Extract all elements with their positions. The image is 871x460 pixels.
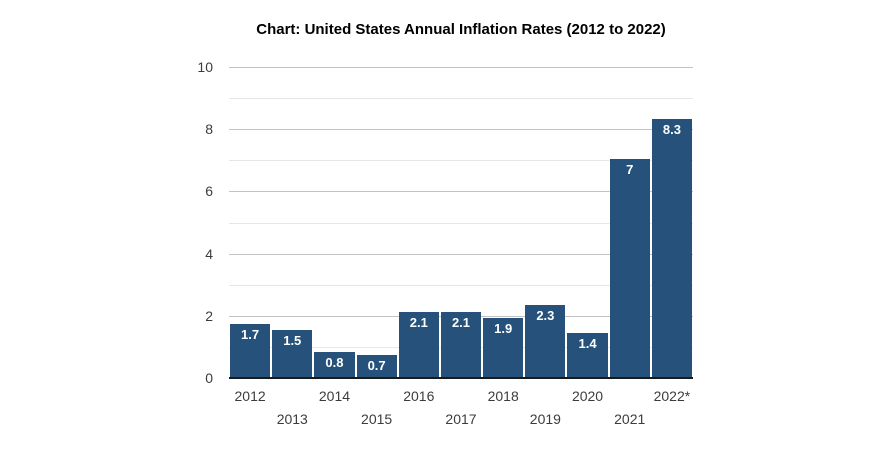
- x-tick-label-2015: 2015: [361, 411, 393, 427]
- bar-value-label-2019: 2.3: [536, 308, 555, 324]
- y-tick-label-0: 0: [205, 370, 213, 386]
- bar-2018: 1.9: [483, 317, 524, 377]
- minor-gridline-5: [229, 222, 693, 224]
- y-tick-label-6: 6: [205, 183, 213, 200]
- bar-value-label-2013: 1.5: [283, 333, 302, 349]
- bar-2013: 1.5: [272, 330, 313, 377]
- bar-value-label-2015: 0.7: [367, 358, 386, 374]
- major-gridline-10: [229, 67, 693, 68]
- x-tick-label-2021: 2021: [614, 411, 646, 427]
- major-gridline-8: [229, 129, 693, 131]
- x-tick-label-2022*: 2022*: [653, 388, 691, 404]
- x-axis-line: [229, 377, 693, 379]
- x-tick-label-2013: 2013: [276, 411, 308, 427]
- x-tick-label-2016: 2016: [403, 388, 435, 404]
- minor-gridline-3: [229, 284, 693, 286]
- x-tick-label-2012: 2012: [234, 388, 266, 404]
- y-tick-label-8: 8: [205, 121, 213, 138]
- x-tick-label-2017: 2017: [445, 411, 477, 427]
- bar-value-label-2017: 2.1: [451, 314, 471, 330]
- plot-area: 1.7 1.5 0.8 0.7 2.1 2.1 1.9 2.3 1.4 7 8.3: [229, 67, 693, 379]
- bar-2015: 0.7: [356, 355, 397, 377]
- bar-value-label-2016: 2.1: [409, 314, 428, 330]
- bar-2017: 2.1: [440, 311, 482, 377]
- bar-2022*: 8.3: [651, 118, 692, 377]
- bar-value-label-2018: 1.9: [494, 320, 513, 336]
- x-tick-label-2014: 2014: [318, 388, 351, 404]
- y-tick-label-4: 4: [205, 245, 213, 262]
- x-tick-label-2019: 2019: [529, 411, 561, 427]
- y-tick-label-2: 2: [205, 307, 213, 324]
- bars-layer: 1.7 1.5 0.8 0.7 2.1 2.1 1.9 2.3 1.4 7 8.3: [229, 67, 693, 378]
- bar-value-label-2012: 1.7: [241, 327, 260, 343]
- minor-gridline-9: [229, 98, 693, 100]
- bar-value-label-2021: 7: [626, 162, 634, 178]
- bar-2019: 2.3: [525, 305, 566, 377]
- bar-2020: 1.4: [567, 333, 608, 377]
- x-tick-label-2020: 2020: [571, 388, 604, 404]
- bar-2021: 7: [609, 159, 650, 377]
- bar-value-label-2014: 0.8: [325, 355, 344, 371]
- bar-value-label-2022*: 8.3: [662, 121, 681, 137]
- y-tick-label-10: 10: [197, 59, 213, 75]
- bar-2016: 2.1: [398, 311, 439, 377]
- x-tick-label-2018: 2018: [487, 388, 519, 404]
- bar-2012: 1.7: [230, 324, 271, 377]
- bar-2014: 0.8: [314, 352, 355, 377]
- bar-value-label-2020: 1.4: [578, 336, 597, 352]
- minor-gridline-7: [229, 160, 693, 162]
- major-gridline-4: [229, 253, 693, 255]
- major-gridline-6: [229, 191, 693, 193]
- chart-title: Chart: United States Annual Inflation Ra…: [256, 21, 666, 38]
